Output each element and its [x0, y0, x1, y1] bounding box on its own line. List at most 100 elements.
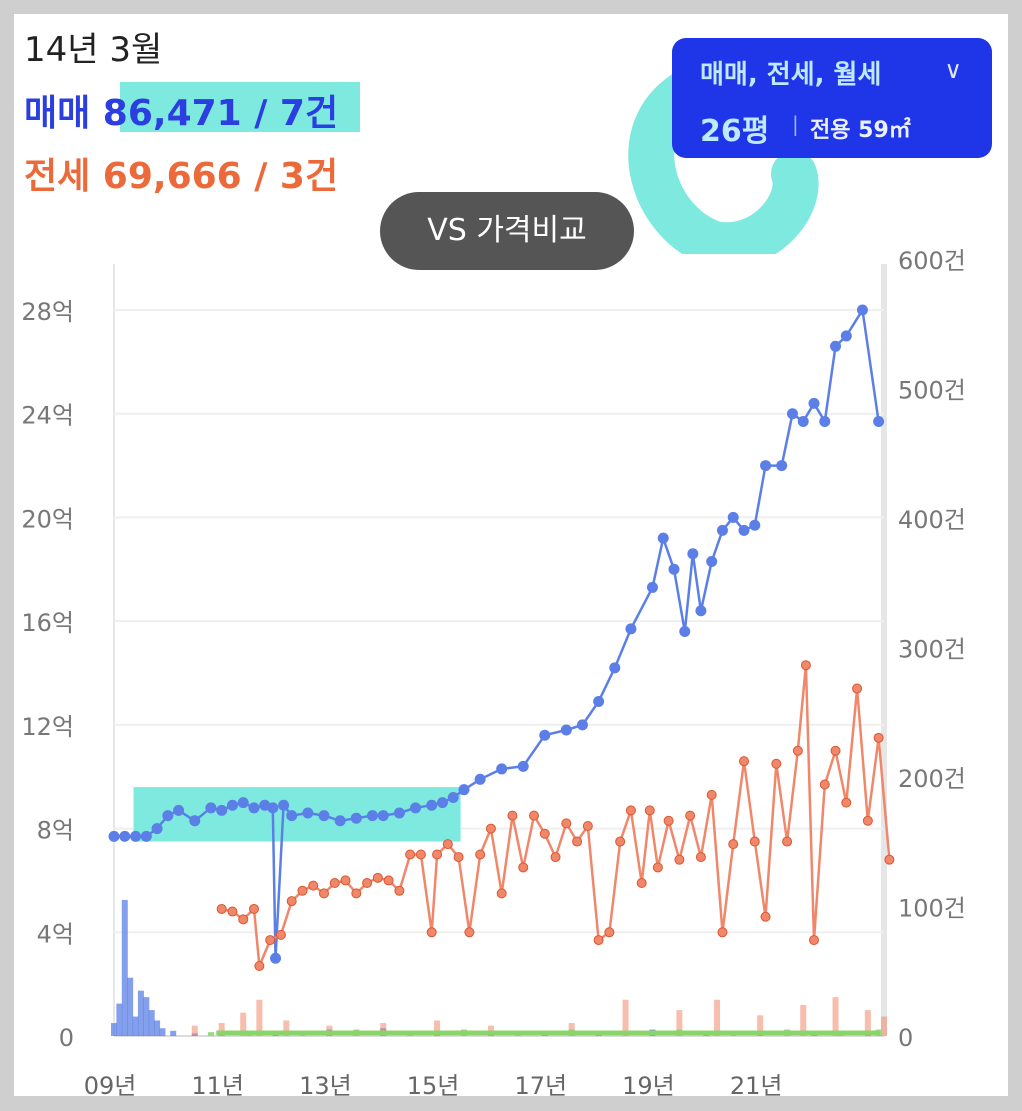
x-tick-label: 21년: [730, 1072, 783, 1096]
y-right-tick-label: 100건: [898, 895, 966, 923]
y-left-tick-label: 12억: [21, 713, 74, 741]
volume-bar: [622, 999, 629, 1036]
sale-point: [248, 802, 260, 814]
sale-point: [738, 524, 750, 536]
jeonse-point: [685, 810, 696, 821]
vs-compare-button[interactable]: VS 가격비교: [380, 192, 634, 270]
sale-point: [625, 623, 637, 635]
jeonse-point: [539, 828, 550, 839]
sale-point: [216, 804, 228, 816]
sale-point: [695, 605, 707, 617]
jeonse-point: [604, 927, 615, 938]
highlight-swoosh: [628, 71, 819, 254]
jeonse-point: [717, 927, 728, 938]
x-tick-label: 09년: [84, 1072, 137, 1096]
volume-bar: [137, 990, 144, 1036]
price-lines-layer: [108, 304, 895, 971]
sale-point: [410, 802, 422, 814]
sale-point: [539, 729, 551, 741]
volume-bar: [832, 997, 839, 1036]
volume-bar: [159, 1028, 166, 1036]
volume-bar: [864, 1010, 871, 1036]
sale-point: [716, 524, 728, 536]
sale-point: [657, 532, 669, 544]
jeonse-point: [582, 820, 593, 831]
jeonse-point: [792, 745, 803, 756]
x-tick-label: 17년: [514, 1072, 567, 1096]
sale-point: [350, 812, 362, 824]
sale-point: [162, 810, 174, 822]
y-right-tick-label: 0: [898, 1024, 913, 1052]
sale-point: [286, 810, 298, 822]
sale-point: [447, 791, 459, 803]
sale-point: [302, 807, 314, 819]
sale-point: [749, 519, 761, 531]
y-right-tick-label: 600건: [898, 247, 966, 275]
y-left-tick-label: 0: [59, 1024, 74, 1052]
volume-bar: [207, 1032, 214, 1036]
jeonse-point: [809, 935, 819, 946]
jeonse-point: [572, 836, 583, 847]
jeonse-summary: 전세 69,666 / 3건: [24, 147, 338, 199]
chart-card: 14년 3월 매매 86,471 / 7건 전세 69,666 / 3건 매매,…: [14, 14, 1008, 1096]
jeonse-point: [426, 927, 437, 938]
jeonse-point: [254, 960, 265, 971]
sale-point: [140, 830, 152, 842]
volume-bar: [154, 1020, 161, 1036]
sale-point: [205, 802, 217, 814]
filter-dropdown[interactable]: 매매, 전세, 월세 ∨ 26평 | 전용 59㎡: [672, 38, 992, 158]
sale-point: [267, 802, 279, 814]
sale-point: [393, 807, 405, 819]
sale-point: [609, 662, 621, 674]
volume-bars-layer: [111, 900, 887, 1036]
jeonse-point: [663, 815, 674, 826]
jeonse-point: [383, 875, 394, 886]
y-left-tick-label: 8억: [37, 817, 74, 845]
y-left-tick-label: 28억: [21, 298, 74, 326]
jeonse-point: [800, 660, 811, 671]
jeonse-point: [453, 852, 464, 863]
trade-type-selector[interactable]: 매매, 전세, 월세: [700, 60, 882, 90]
sale-point: [130, 830, 142, 842]
jeonse-point: [249, 903, 259, 914]
volume-bar: [170, 1030, 177, 1036]
price-chart: 0 4억 8억 12억 16억 20억 24억 28억 0 100건 200건 300건 400건 500…: [21, 247, 966, 1096]
sale-point: [760, 460, 772, 472]
sale-point: [593, 696, 605, 708]
axis-labels-layer: 0 4억 8억 12억 16억 20억 24억 28억 0 100건 200건 300건 400건 500…: [21, 247, 966, 1096]
jeonse-point: [749, 836, 760, 847]
jeonse-point: [782, 836, 793, 847]
sale-point: [270, 952, 282, 964]
volume-bar: [127, 977, 134, 1036]
volume-bar: [148, 1010, 155, 1036]
size-area: 전용 59㎡: [810, 118, 911, 143]
jeonse-point: [636, 878, 647, 889]
sale-point: [576, 719, 588, 731]
sale-point: [727, 511, 739, 523]
sale-point: [679, 626, 691, 638]
jeonse-point: [329, 878, 340, 889]
y-right-tick-label: 300건: [898, 636, 966, 664]
sale-point: [119, 830, 131, 842]
jeonse-point: [830, 745, 841, 756]
volume-bar: [116, 1003, 123, 1036]
jeonse-point: [695, 852, 706, 863]
volume-bar: [256, 999, 263, 1036]
sale-value: 86,471 / 7건: [102, 93, 339, 134]
jeonse-point: [518, 862, 529, 873]
jeonse-point: [351, 888, 362, 899]
chevron-down-icon[interactable]: ∨: [944, 56, 962, 84]
jeonse-point: [485, 823, 496, 834]
jeonse-point: [475, 849, 486, 860]
jeonse-point: [625, 805, 636, 816]
x-tick-label: 13년: [299, 1072, 352, 1096]
jeonse-point: [319, 888, 329, 899]
jeonse-point: [529, 810, 539, 821]
jeonse-label: 전세: [24, 156, 91, 197]
jeonse-point: [739, 756, 749, 767]
volume-bar: [434, 1020, 441, 1036]
sale-point: [840, 330, 852, 342]
y-left-tick-label: 4억: [37, 920, 74, 948]
jeonse-point: [238, 914, 249, 925]
jeonse-point: [873, 732, 884, 743]
